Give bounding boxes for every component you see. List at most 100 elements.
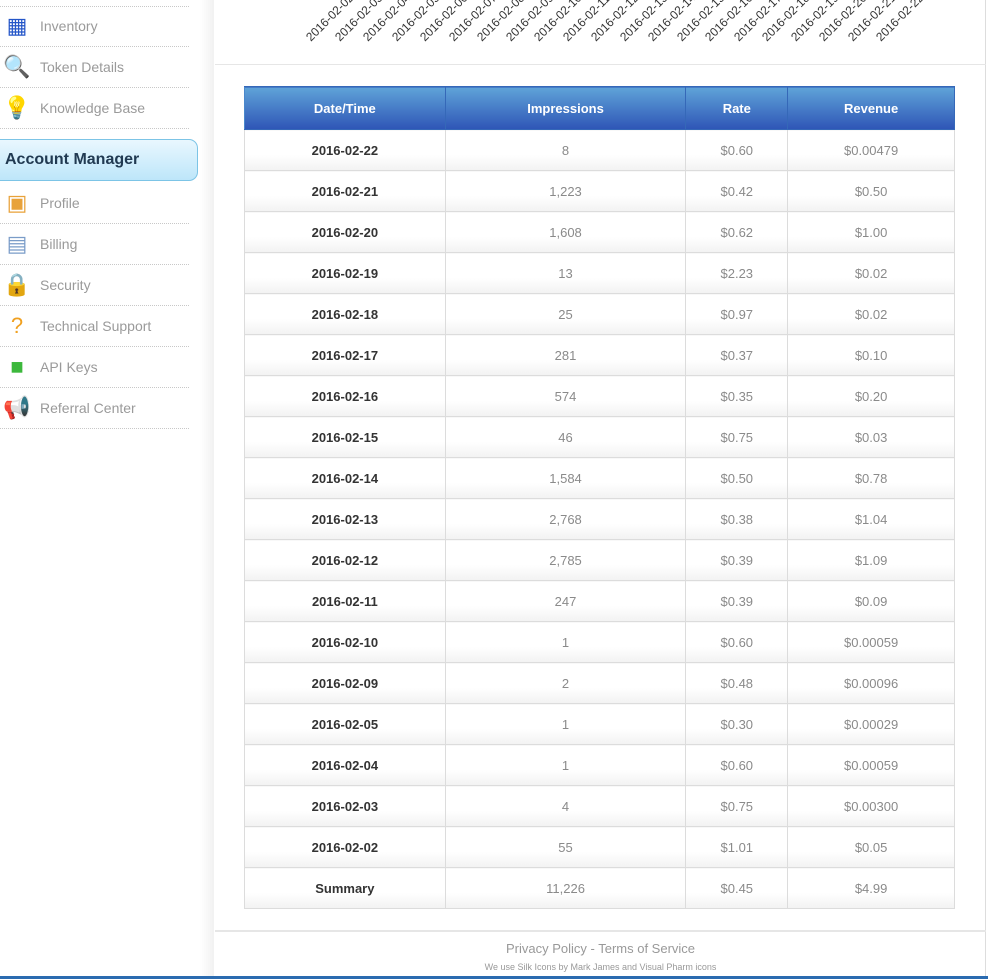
date-cell: 2016-02-05 bbox=[244, 703, 446, 745]
revenue-cell: $0.78 bbox=[787, 457, 955, 499]
sidebar-item-inventory[interactable]: ▦ Inventory bbox=[0, 6, 189, 47]
sidebar-item-security[interactable]: 🔒 Security bbox=[0, 265, 189, 306]
rate-cell: $0.97 bbox=[685, 293, 789, 335]
sidebar-item-label: Inventory bbox=[40, 18, 98, 34]
revenue-cell: $0.02 bbox=[787, 252, 955, 294]
sidebar-item-label: Technical Support bbox=[40, 318, 152, 334]
impressions-cell: 55 bbox=[444, 826, 687, 868]
table-row: 2016-02-21 1,223 $0.42 $0.50 bbox=[244, 170, 955, 212]
main-content: 2016-02-02 2016-02-03 2016-02-04 2016-02-05… bbox=[215, 0, 986, 979]
date-cell: 2016-02-19 bbox=[244, 252, 446, 294]
table-row: 2016-02-04 1 $0.60 $0.00059 bbox=[244, 744, 955, 786]
column-header[interactable]: Revenue bbox=[787, 86, 955, 130]
privacy-policy-link[interactable]: Privacy Policy bbox=[505, 941, 587, 956]
revenue-cell: $0.00059 bbox=[787, 621, 955, 663]
impressions-cell: 2,768 bbox=[444, 498, 687, 540]
lego-brick-icon: ■ bbox=[10, 354, 24, 379]
rate-cell: $0.48 bbox=[685, 662, 789, 704]
date-cell: 2016-02-11 bbox=[244, 580, 446, 622]
rate-cell: $0.38 bbox=[685, 498, 789, 540]
rate-cell: $0.45 bbox=[685, 867, 789, 909]
impressions-cell: 2 bbox=[444, 662, 687, 704]
bottom-bar bbox=[0, 976, 988, 979]
table-row: 2016-02-22 8 $0.60 $0.00479 bbox=[244, 129, 955, 171]
revenue-cell: $0.00096 bbox=[787, 662, 955, 704]
table-row: 2016-02-03 4 $0.75 $0.00300 bbox=[244, 785, 955, 827]
lock-icon: 🔒 bbox=[3, 272, 31, 297]
impressions-cell: 13 bbox=[444, 252, 687, 294]
section-account-manager[interactable]: Account Manager bbox=[0, 139, 198, 181]
revenue-cell: $0.09 bbox=[787, 580, 955, 622]
date-cell: 2016-02-04 bbox=[244, 744, 446, 786]
table-row: 2016-02-18 25 $0.97 $0.02 bbox=[244, 293, 955, 335]
table-row: 2016-02-10 1 $0.60 $0.00059 bbox=[244, 621, 955, 663]
sidebar-item-label: Token Details bbox=[40, 59, 125, 75]
column-header[interactable]: Date/Time bbox=[244, 86, 446, 130]
date-cell: 2016-02-02 bbox=[244, 826, 446, 868]
rate-cell: $2.23 bbox=[685, 252, 789, 294]
sidebar-item-profile[interactable]: ▣ Profile bbox=[0, 183, 189, 224]
table-row: 2016-02-15 46 $0.75 $0.03 bbox=[244, 416, 955, 458]
date-cell: 2016-02-03 bbox=[244, 785, 446, 827]
revenue-cell: $0.10 bbox=[787, 334, 955, 376]
rate-cell: $0.60 bbox=[685, 621, 789, 663]
revenue-cell: $1.09 bbox=[787, 539, 955, 581]
rate-cell: $0.42 bbox=[685, 170, 789, 212]
impressions-cell: 247 bbox=[444, 580, 687, 622]
date-cell: 2016-02-09 bbox=[244, 662, 446, 704]
date-cell: Summary bbox=[244, 867, 446, 909]
lightbulb-icon: 💡 bbox=[3, 95, 31, 120]
sidebar-item-label: Knowledge Base bbox=[40, 100, 146, 116]
revenue-cell: $1.00 bbox=[787, 211, 955, 253]
sidebar-item-token-details[interactable]: 🔍 Token Details bbox=[0, 47, 189, 88]
revenue-cell: $0.00300 bbox=[787, 785, 955, 827]
column-header[interactable]: Rate bbox=[685, 86, 789, 130]
sidebar-item-referral-center[interactable]: 📢 Referral Center bbox=[0, 388, 189, 429]
rate-cell: $0.62 bbox=[685, 211, 789, 253]
date-cell: 2016-02-18 bbox=[244, 293, 446, 335]
chart-x-axis: 2016-02-02 2016-02-03 2016-02-04 2016-02-05… bbox=[215, 0, 986, 65]
rate-cell: $0.39 bbox=[685, 539, 789, 581]
table-row: 2016-02-11 247 $0.39 $0.09 bbox=[244, 580, 955, 622]
table-row: 2016-02-05 1 $0.30 $0.00029 bbox=[244, 703, 955, 745]
date-cell: 2016-02-20 bbox=[244, 211, 446, 253]
sidebar-item-technical-support[interactable]: ? Technical Support bbox=[0, 306, 189, 347]
terms-link[interactable]: Terms of Service bbox=[598, 941, 696, 956]
date-cell: 2016-02-16 bbox=[244, 375, 446, 417]
table-row: 2016-02-17 281 $0.37 $0.10 bbox=[244, 334, 955, 376]
date-cell: 2016-02-13 bbox=[244, 498, 446, 540]
impressions-cell: 1 bbox=[444, 621, 687, 663]
impressions-cell: 1,608 bbox=[444, 211, 687, 253]
column-header[interactable]: Impressions bbox=[444, 86, 687, 130]
table-row: 2016-02-02 55 $1.01 $0.05 bbox=[244, 826, 955, 868]
sidebar-item-label: Referral Center bbox=[40, 400, 136, 416]
date-cell: 2016-02-22 bbox=[244, 129, 446, 171]
separator: - bbox=[586, 941, 599, 956]
impressions-cell: 1,223 bbox=[444, 170, 687, 212]
table-row: 2016-02-09 2 $0.48 $0.00096 bbox=[244, 662, 955, 704]
date-cell: 2016-02-10 bbox=[244, 621, 446, 663]
date-cell: 2016-02-12 bbox=[244, 539, 446, 581]
date-cell: 2016-02-17 bbox=[244, 334, 446, 376]
revenue-cell: $4.99 bbox=[787, 867, 955, 909]
table-row: 2016-02-14 1,584 $0.50 $0.78 bbox=[244, 457, 955, 499]
table-row: 2016-02-16 574 $0.35 $0.20 bbox=[244, 375, 955, 417]
impressions-cell: 25 bbox=[444, 293, 687, 335]
rate-cell: $0.37 bbox=[685, 334, 789, 376]
revenue-cell: $0.03 bbox=[787, 416, 955, 458]
rate-cell: $0.50 bbox=[685, 457, 789, 499]
impressions-cell: 1,584 bbox=[444, 457, 687, 499]
rate-cell: $0.60 bbox=[685, 129, 789, 171]
sidebar-item-label: API Keys bbox=[40, 359, 98, 375]
magnifier-icon: 🔍 bbox=[3, 54, 31, 79]
revenue-cell: $0.00029 bbox=[787, 703, 955, 745]
support-headset-icon: ? bbox=[10, 313, 24, 338]
rate-cell: $0.39 bbox=[685, 580, 789, 622]
table-row: 2016-02-20 1,608 $0.62 $1.00 bbox=[244, 211, 955, 253]
revenue-cell: $0.50 bbox=[787, 170, 955, 212]
rate-cell: $0.30 bbox=[685, 703, 789, 745]
sidebar-item-api-keys[interactable]: ■ API Keys bbox=[0, 347, 189, 388]
sidebar-item-billing[interactable]: ▤ Billing bbox=[0, 224, 189, 265]
sidebar-item-knowledge-base[interactable]: 💡 Knowledge Base bbox=[0, 88, 189, 129]
date-cell: 2016-02-15 bbox=[244, 416, 446, 458]
